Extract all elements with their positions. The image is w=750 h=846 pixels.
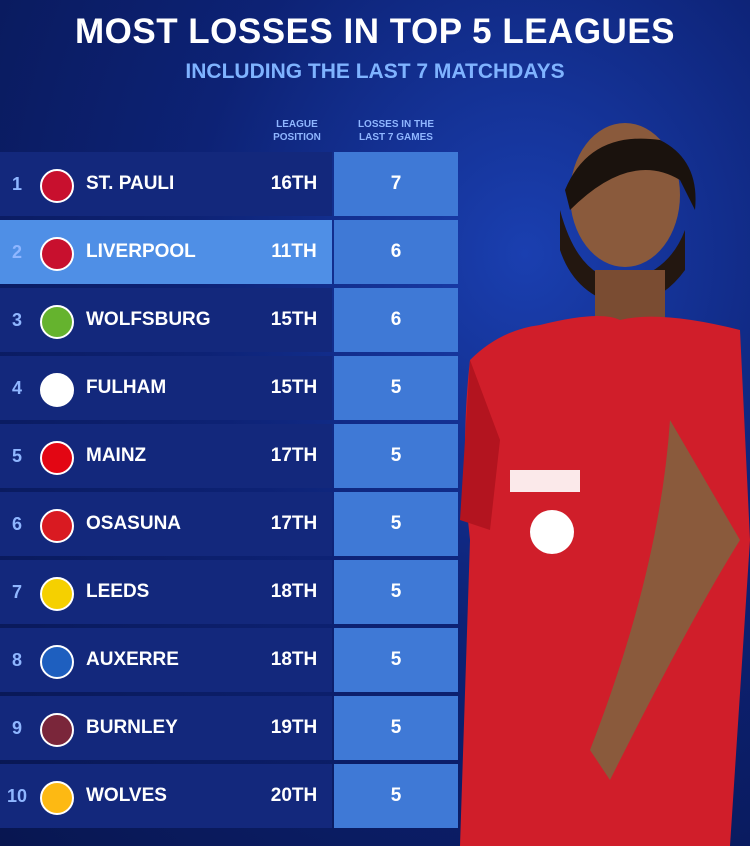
team-logo [40, 237, 74, 271]
losses: 5 [334, 560, 458, 624]
team-name: ST. PAULI [86, 173, 175, 194]
team-name: LIVERPOOL [86, 241, 196, 262]
losses: 5 [334, 628, 458, 692]
team-logo [40, 509, 74, 543]
rank: 8 [11, 649, 22, 670]
table-row: 9 BURNLEY 19TH 5 [0, 696, 458, 760]
title: MOST LOSSES IN TOP 5 LEAGUES [74, 12, 676, 51]
team-logo [40, 441, 74, 475]
row-body: 6 OSASUNA 17TH [0, 492, 332, 556]
league-position: 20TH [270, 785, 318, 806]
rank: 9 [11, 717, 22, 738]
team-name: AUXERRE [86, 649, 179, 670]
league-position: 15TH [270, 309, 318, 330]
league-position: 17TH [270, 513, 318, 534]
league-position: 18TH [270, 649, 318, 670]
league-position: 11TH [271, 241, 317, 262]
row-body: 3 WOLFSBURG 15TH [0, 288, 332, 352]
losses: 6 [334, 220, 458, 284]
table-row: 1 ST. PAULI 16TH 7 [0, 152, 458, 216]
column-header: LOSSES IN THE LAST 7 GAMES [357, 119, 435, 143]
losses: 5 [334, 492, 458, 556]
league-position: 16TH [270, 173, 318, 194]
losses: 7 [334, 152, 458, 216]
team-logo [40, 305, 74, 339]
losses: 5 [334, 424, 458, 488]
rank: 5 [11, 445, 22, 466]
rank: 6 [11, 513, 22, 534]
player-photo [460, 123, 750, 846]
team-name: FULHAM [86, 377, 167, 398]
team-name: BURNLEY [86, 717, 178, 738]
table-row: 5 MAINZ 17TH 5 [0, 424, 458, 488]
row-body: 1 ST. PAULI 16TH [0, 152, 332, 216]
team-logo [40, 713, 74, 747]
row-body: 9 BURNLEY 19TH [0, 696, 332, 760]
table-row: 10 WOLVES 20TH 5 [0, 764, 458, 828]
team-logo [40, 781, 74, 815]
losses: 6 [334, 288, 458, 352]
table-row: 7 LEEDS 18TH 5 [0, 560, 458, 624]
team-logo [40, 577, 74, 611]
team-name: WOLFSBURG [86, 309, 211, 330]
team-name: WOLVES [86, 785, 167, 806]
column-header: LEAGUE POSITION [273, 119, 321, 143]
team-name: MAINZ [86, 445, 147, 466]
row-body: 4 FULHAM 15TH [0, 356, 332, 420]
row-body: 7 LEEDS 18TH [0, 560, 332, 624]
team-logo [40, 373, 74, 407]
losses: 5 [334, 356, 458, 420]
rank: 4 [11, 377, 22, 398]
row-body: 10 WOLVES 20TH [0, 764, 332, 828]
team-logo [40, 169, 74, 203]
table-row: 8 AUXERRE 18TH 5 [0, 628, 458, 692]
rank: 2 [11, 241, 22, 262]
league-position: 19TH [270, 717, 318, 738]
table-row: 3 WOLFSBURG 15TH 6 [0, 288, 458, 352]
rank: 3 [11, 309, 22, 330]
team-name: LEEDS [86, 581, 150, 602]
row-body: 5 MAINZ 17TH [0, 424, 332, 488]
team-name: OSASUNA [86, 513, 182, 534]
league-position: 18TH [270, 581, 318, 602]
league-position: 15TH [270, 377, 318, 398]
row-body: 2 LIVERPOOL 11TH [0, 220, 332, 284]
team-logo [40, 645, 74, 679]
table-row: 2 LIVERPOOL 11TH 6 [0, 220, 458, 284]
table-row: 6 OSASUNA 17TH 5 [0, 492, 458, 556]
rank: 10 [6, 785, 28, 806]
row-body: 8 AUXERRE 18TH [0, 628, 332, 692]
table-row: 4 FULHAM 15TH 5 [0, 356, 458, 420]
league-position: 17TH [270, 445, 318, 466]
losses: 5 [334, 696, 458, 760]
rank: 7 [11, 581, 22, 602]
losses: 5 [334, 764, 458, 828]
subtitle: INCLUDING THE LAST 7 MATCHDAYS [185, 60, 565, 83]
rank: 1 [11, 173, 22, 194]
